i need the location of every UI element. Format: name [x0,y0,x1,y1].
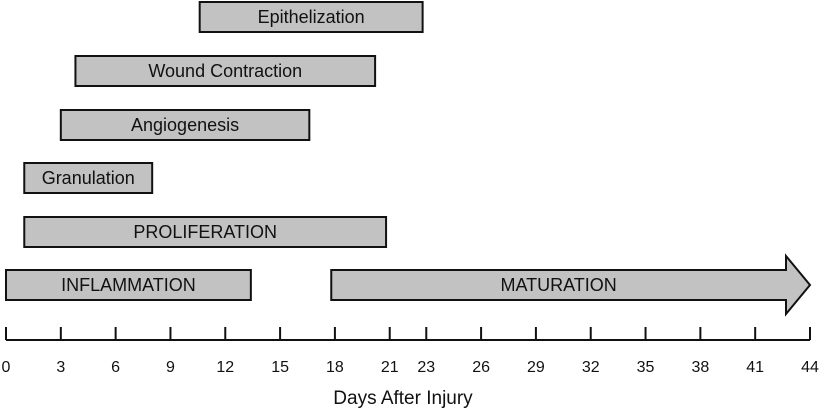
bars-layer: Epithelization Wound Contraction Angiogene… [5,1,812,317]
x-axis: 0 3 6 9 12 15 18 21 23 26 29 32 35 38 41 44 [2,327,819,376]
bar-angiogenesis: Angiogenesis [59,109,311,141]
bar-rect [59,109,311,141]
bar-label: Wound Contraction [148,61,302,81]
bar-maturation: MATURATION [330,253,812,317]
x-tick-label: 32 [582,359,600,376]
x-tick-label: 44 [801,359,819,376]
bar-inflammation: INFLAMMATION [5,269,252,301]
x-tick-label: 12 [216,359,234,376]
bar-granulation: Granulation [23,162,154,194]
bar-rect [23,162,154,194]
bar-rect [5,269,252,301]
bar-label: Epithelization [258,7,365,27]
bar-rect [198,1,424,33]
bar-label: Angiogenesis [131,115,239,135]
x-tick-label: 18 [326,359,344,376]
x-tick-label: 26 [472,359,490,376]
bar-epithelization: Epithelization [198,1,424,33]
x-tick-label: 9 [166,359,175,376]
x-tick-label: 3 [56,359,65,376]
bar-proliferation: PROLIFERATION [23,216,388,248]
x-tick-label: 29 [527,359,545,376]
x-tick-label: 41 [746,359,764,376]
x-tick-label: 0 [2,359,11,376]
x-tick-label: 6 [111,359,120,376]
bar-label: MATURATION [500,275,616,295]
x-tick-label: 38 [691,359,709,376]
bar-label: Granulation [42,168,135,188]
bar-rect [23,216,388,248]
bar-label: INFLAMMATION [61,275,196,295]
bar-rect [74,55,377,87]
x-tick-label: 35 [637,359,655,376]
maturation-arrow [330,253,812,317]
bar-label: PROLIFERATION [133,222,277,242]
x-tick-label: 15 [271,359,289,376]
x-tick-label: 21 [381,359,399,376]
x-tick-label: 23 [417,359,435,376]
x-axis-title: Days After Injury [333,388,473,409]
bar-wound-contraction: Wound Contraction [74,55,377,87]
